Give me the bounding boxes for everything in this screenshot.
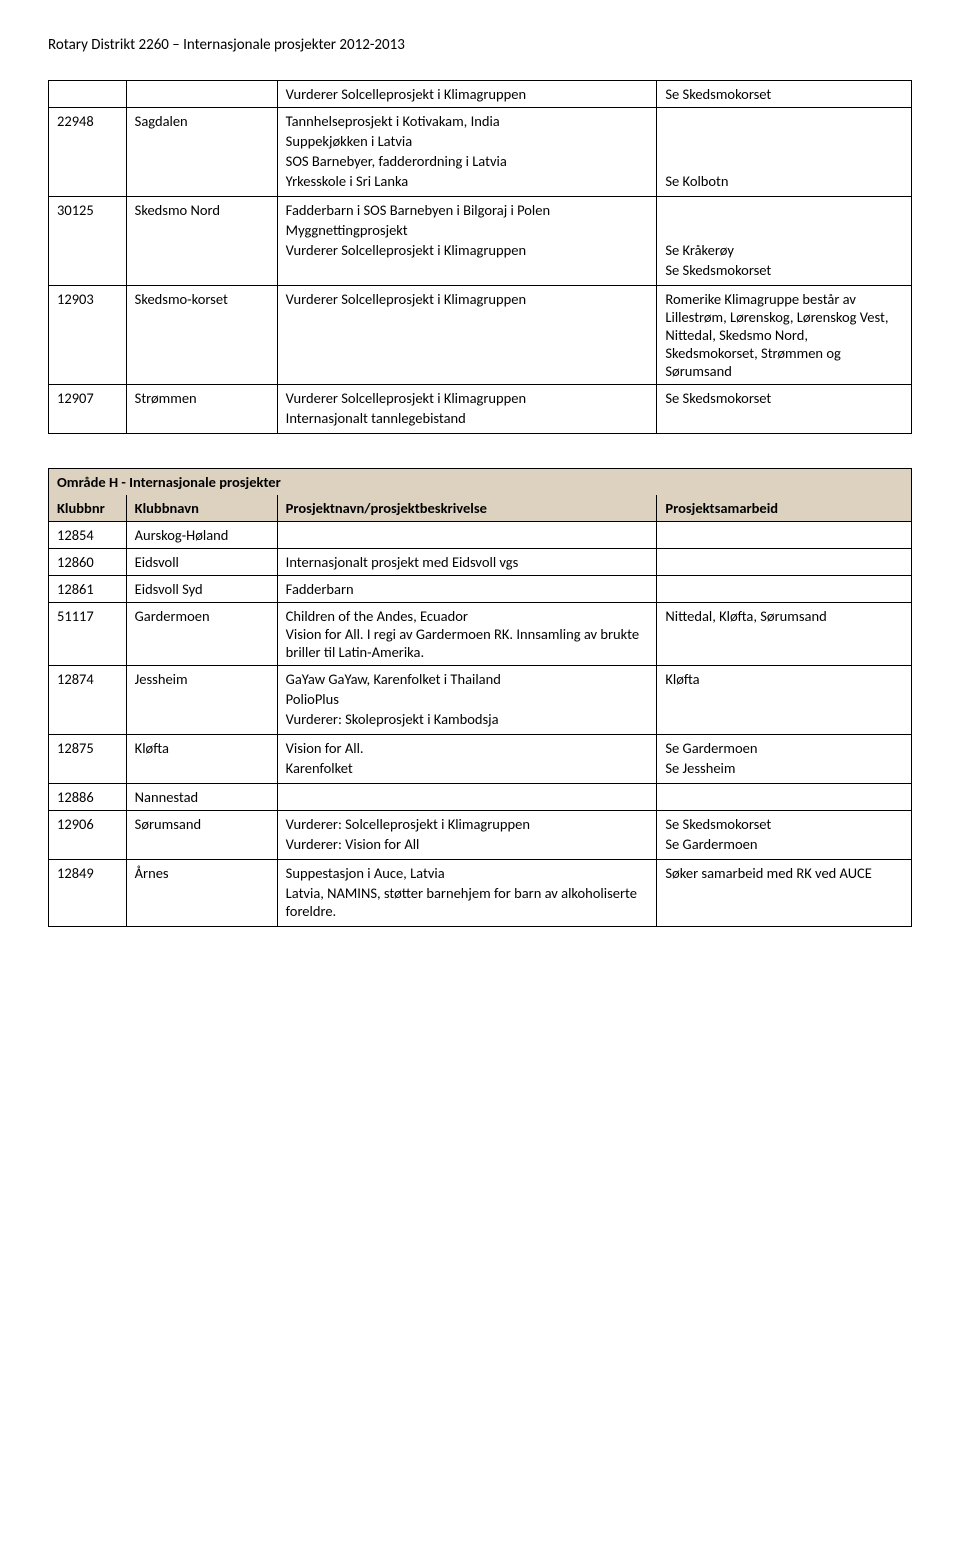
cell-id: 12854 [49,522,127,549]
cell-id: 22948 [49,108,127,197]
cell-coop: Se Skedsmokorset [657,81,912,108]
table-row: 12875 Kløfta Vision for All. Karenfolket… [49,735,912,784]
cell-name [126,81,277,108]
cell-desc: Children of the Andes, Ecuador Vision fo… [277,603,657,666]
table-row: 12849 Årnes Suppestasjon i Auce, Latvia … [49,860,912,927]
table-row: 12906 Sørumsand Vurderer: Solcelleprosje… [49,811,912,860]
cell-desc [277,522,657,549]
cell-desc: Suppestasjon i Auce, Latvia Latvia, NAMI… [277,860,657,927]
cell-name: Skedsmo Nord [126,197,277,286]
table-row: 12874 Jessheim GaYaw GaYaw, Karenfolket … [49,666,912,735]
table-row: 12907 Strømmen Vurderer Solcelleprosjekt… [49,385,912,434]
table-row: Vurderer Solcelleprosjekt i Klimagruppen… [49,81,912,108]
cell-coop: Romerike Klimagruppe består av Lillestrø… [657,286,912,385]
cell-name: Nannestad [126,784,277,811]
cell-name: Skedsmo-korset [126,286,277,385]
col-header: Prosjektsamarbeid [657,495,912,522]
cell-desc: Vurderer: Solcelleprosjekt i Klimagruppe… [277,811,657,860]
col-header: Klubbnr [49,495,127,522]
cell-coop: Kløfta [657,666,912,735]
cell-coop: Søker samarbeid med RK ved AUCE [657,860,912,927]
col-header: Klubbnavn [126,495,277,522]
cell-coop [657,549,912,576]
cell-coop: Se Kolbotn [657,108,912,197]
cell-name: Jessheim [126,666,277,735]
section-title: Område H - Internasjonale prosjekter [49,469,912,496]
cell-desc: Vision for All. Karenfolket [277,735,657,784]
table-top: Vurderer Solcelleprosjekt i Klimagruppen… [48,80,912,434]
cell-coop: Se Kråkerøy Se Skedsmokorset [657,197,912,286]
cell-desc: Internasjonalt prosjekt med Eidsvoll vgs [277,549,657,576]
page-header: Rotary Distrikt 2260 – Internasjonale pr… [48,36,912,54]
cell-desc: Tannhelseprosjekt i Kotivakam, India Sup… [277,108,657,197]
cell-desc: Vurderer Solcelleprosjekt i Klimagruppen [277,286,657,385]
table-header-row: Klubbnr Klubbnavn Prosjektnavn/prosjektb… [49,495,912,522]
col-header: Prosjektnavn/prosjektbeskrivelse [277,495,657,522]
cell-id: 12874 [49,666,127,735]
table-row: 12861 Eidsvoll Syd Fadderbarn [49,576,912,603]
cell-name: Aurskog-Høland [126,522,277,549]
cell-desc: Fadderbarn i SOS Barnebyen i Bilgoraj i … [277,197,657,286]
cell-id: 12860 [49,549,127,576]
cell-desc [277,784,657,811]
cell-id: 12875 [49,735,127,784]
cell-name: Sørumsand [126,811,277,860]
cell-coop: Se Gardermoen Se Jessheim [657,735,912,784]
table-row: 12860 Eidsvoll Internasjonalt prosjekt m… [49,549,912,576]
table-row: 51117 Gardermoen Children of the Andes, … [49,603,912,666]
cell-desc: Fadderbarn [277,576,657,603]
cell-id [49,81,127,108]
table-row: 22948 Sagdalen Tannhelseprosjekt i Kotiv… [49,108,912,197]
cell-id: 12907 [49,385,127,434]
cell-id: 12861 [49,576,127,603]
cell-id: 51117 [49,603,127,666]
cell-name: Gardermoen [126,603,277,666]
cell-name: Eidsvoll Syd [126,576,277,603]
section-title-row: Område H - Internasjonale prosjekter [49,469,912,496]
cell-desc: GaYaw GaYaw, Karenfolket i Thailand Poli… [277,666,657,735]
cell-name: Kløfta [126,735,277,784]
cell-id: 30125 [49,197,127,286]
cell-coop: Se Skedsmokorset [657,385,912,434]
table-row: 12903 Skedsmo-korset Vurderer Solcellepr… [49,286,912,385]
table-row: 30125 Skedsmo Nord Fadderbarn i SOS Barn… [49,197,912,286]
cell-id: 12849 [49,860,127,927]
cell-name: Strømmen [126,385,277,434]
cell-name: Eidsvoll [126,549,277,576]
table-row: 12854 Aurskog-Høland [49,522,912,549]
cell-id: 12903 [49,286,127,385]
cell-coop [657,576,912,603]
cell-id: 12906 [49,811,127,860]
cell-desc: Vurderer Solcelleprosjekt i Klimagruppen… [277,385,657,434]
cell-name: Årnes [126,860,277,927]
cell-coop: Nittedal, Kløfta, Sørumsand [657,603,912,666]
cell-name: Sagdalen [126,108,277,197]
table-row: 12886 Nannestad [49,784,912,811]
table-section-h: Område H - Internasjonale prosjekter Klu… [48,468,912,927]
cell-id: 12886 [49,784,127,811]
cell-coop [657,784,912,811]
cell-desc: Vurderer Solcelleprosjekt i Klimagruppen [277,81,657,108]
cell-coop: Se Skedsmokorset Se Gardermoen [657,811,912,860]
cell-coop [657,522,912,549]
